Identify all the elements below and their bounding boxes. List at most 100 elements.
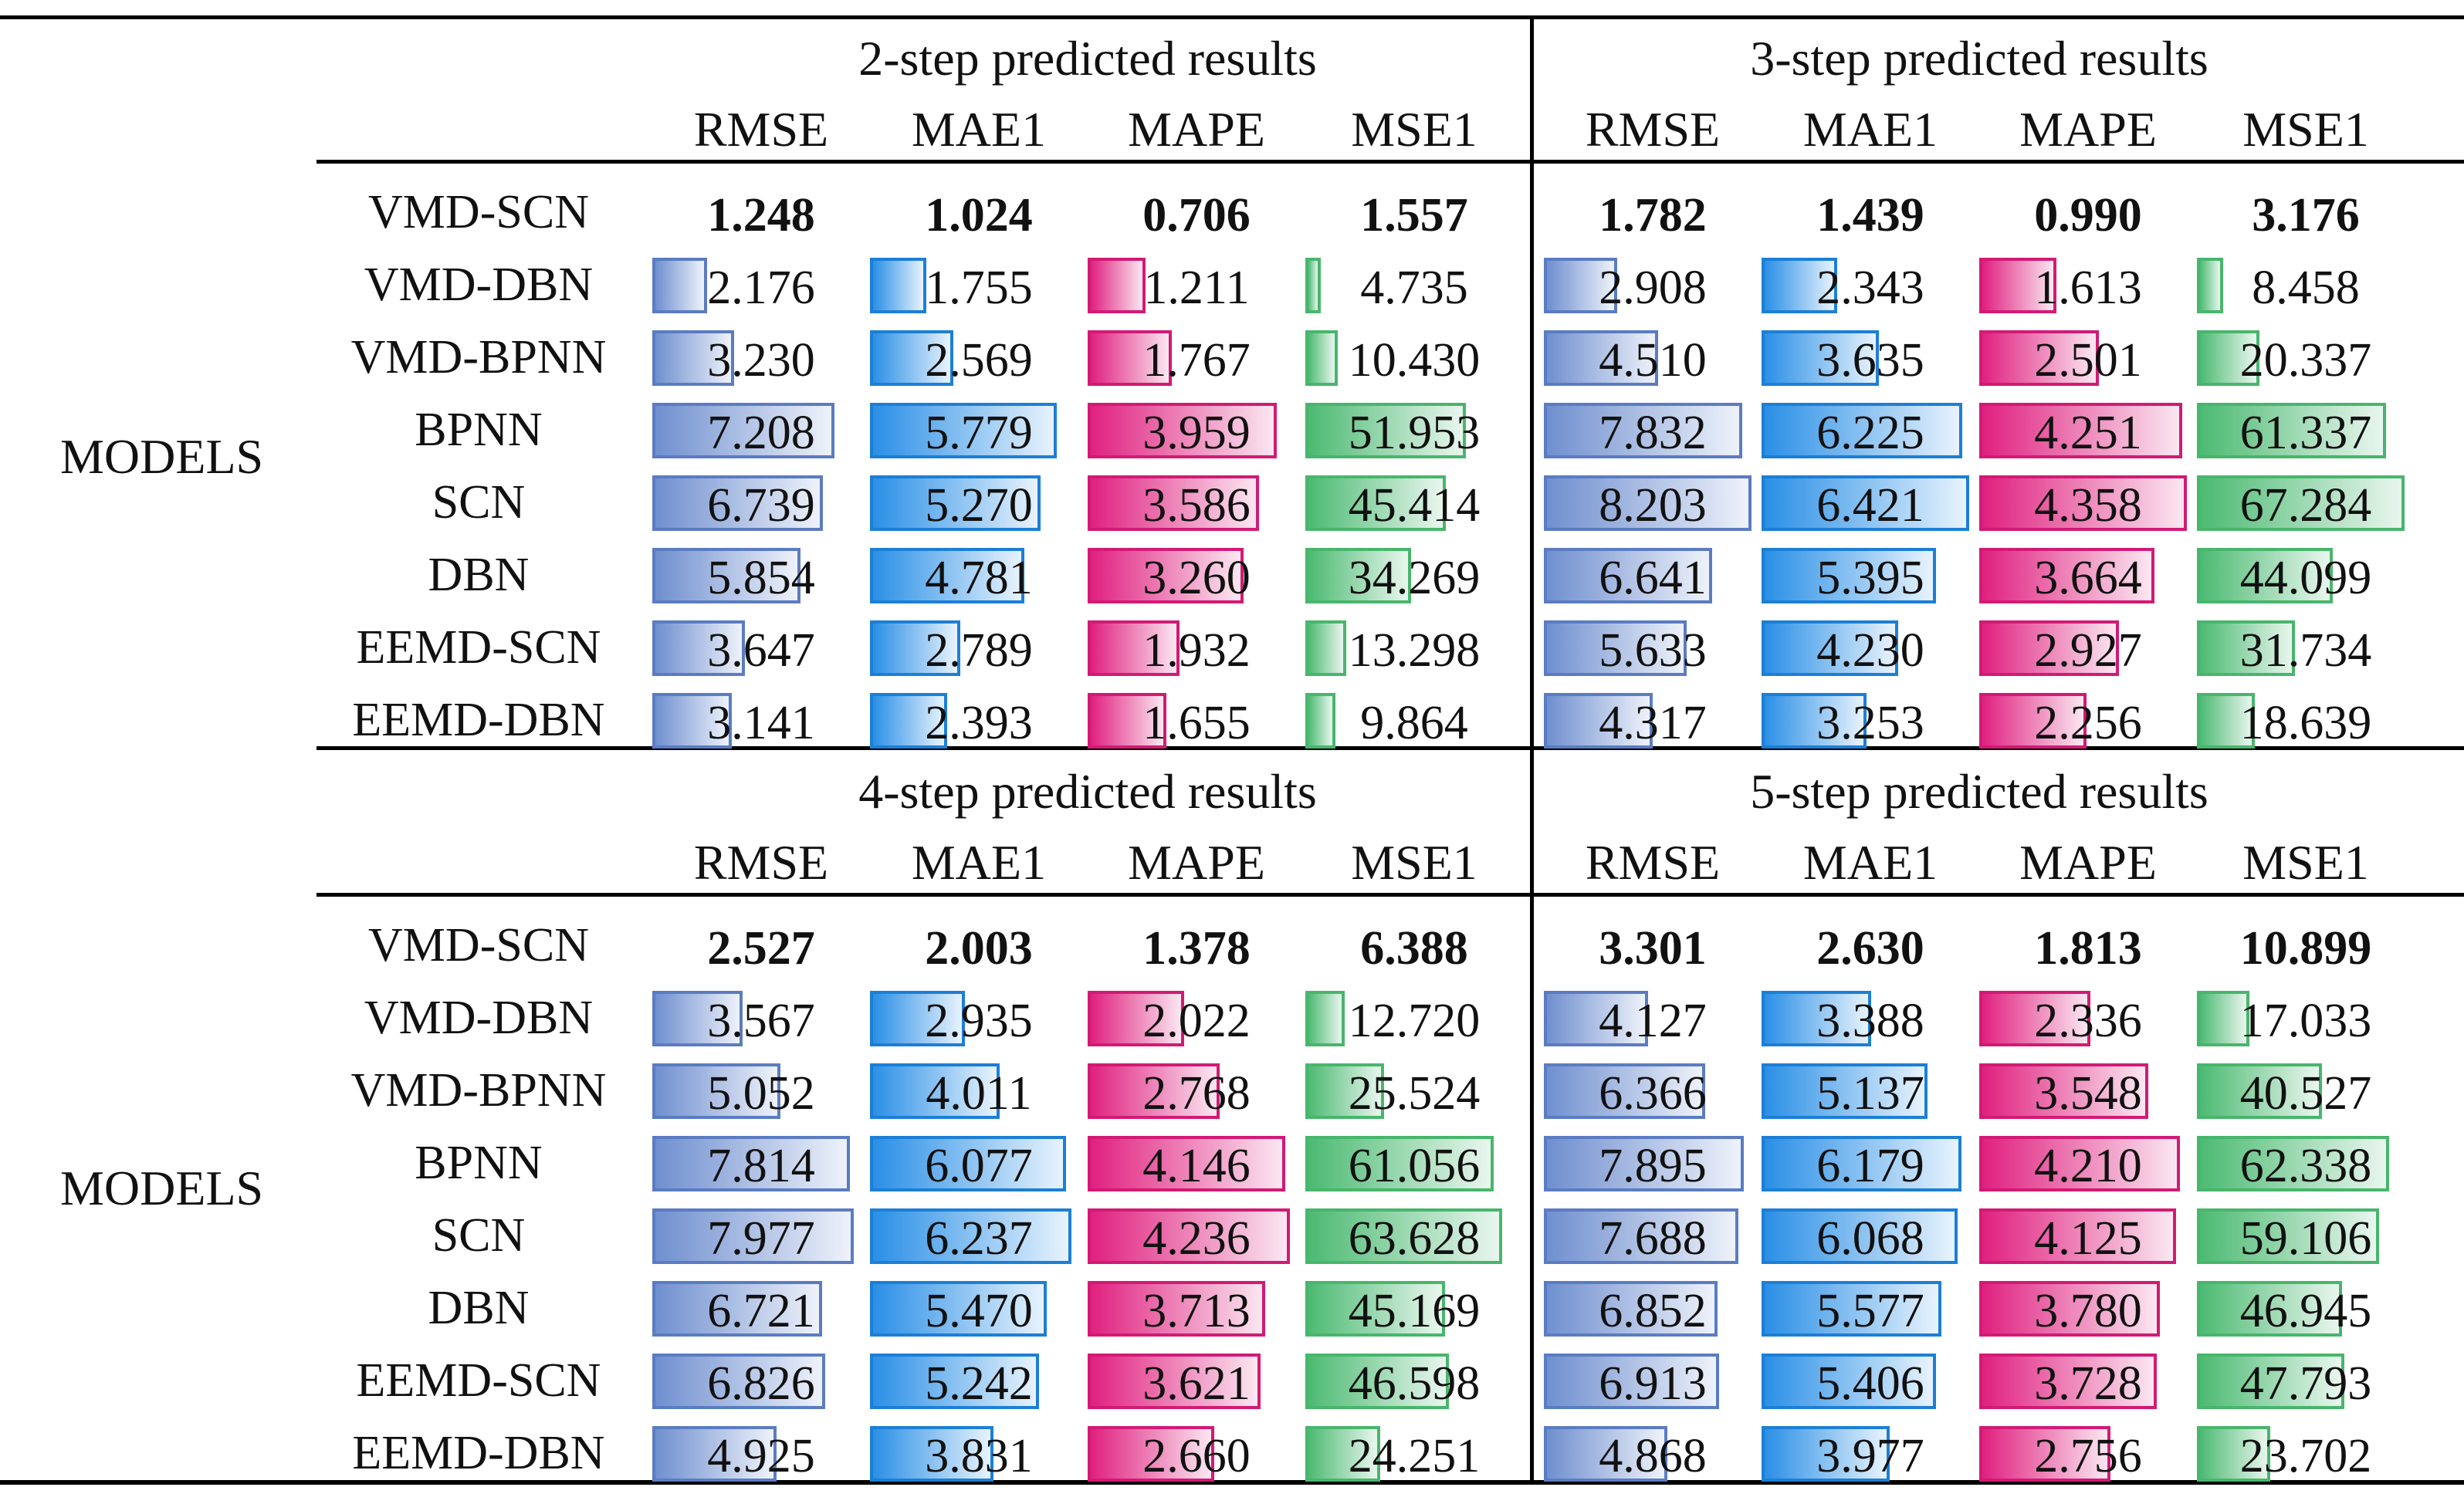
panel-title: 3-step predicted results	[1750, 31, 2208, 86]
data-bar-mae1	[1762, 548, 1936, 603]
cell-value-mae1: 4.011	[926, 1067, 1032, 1120]
cell-value-rmse: 7.688	[1599, 1212, 1707, 1265]
cell-value-rmse: 7.977	[707, 1212, 815, 1265]
model-name: VMD-BPNN	[350, 1064, 607, 1117]
data-bar-mse1	[2197, 548, 2334, 603]
cell-value-mse1: 45.169	[1348, 1285, 1481, 1337]
model-name: VMD-SCN	[368, 186, 589, 238]
column-header-mse1: MSE1	[2242, 102, 2369, 157]
data-bar-mape	[1088, 258, 1146, 313]
cell-value-mape: 3.959	[1142, 407, 1251, 459]
cell-value-rmse: 6.826	[707, 1357, 815, 1410]
data-bar-mse1	[1305, 1063, 1385, 1119]
data-bar-mse1	[2197, 1281, 2342, 1337]
cell-value-rmse: 5.854	[707, 552, 815, 604]
data-bar-mae1	[870, 1426, 994, 1482]
data-bar-mae1	[1762, 403, 1963, 458]
cell-value-mape: 3.728	[2034, 1357, 2142, 1410]
data-bar-mse1	[1305, 403, 1466, 458]
data-bar-mape	[1979, 1208, 2176, 1264]
column-header-mape: MAPE	[1128, 102, 1265, 157]
cell-value-mse1: 47.793	[2239, 1357, 2372, 1410]
cell-value-mse1: 13.298	[1348, 624, 1481, 677]
cell-value-mape: 2.768	[1142, 1067, 1251, 1120]
data-bar-mae1	[1762, 1426, 1890, 1482]
cell-value-mae1: 3.635	[1816, 334, 1924, 387]
data-bar-mse1	[1305, 258, 1321, 313]
model-name: DBN	[428, 549, 530, 601]
data-bar-mae1	[1762, 475, 1969, 531]
data-bar-rmse	[1544, 1426, 1667, 1482]
cell-value-mse1: 63.628	[1348, 1212, 1481, 1265]
cell-value-rmse: 8.203	[1599, 479, 1707, 532]
cell-value-rmse: 5.633	[1599, 624, 1707, 677]
cell-value-mse1: 17.033	[2239, 995, 2372, 1047]
data-bar-rmse	[1544, 991, 1649, 1046]
cell-value-rmse: 7.814	[707, 1140, 815, 1192]
cell-value-mae1: 1.024	[925, 189, 1033, 242]
data-bar-mae1	[870, 548, 1025, 603]
column-header-mse1: MSE1	[1351, 102, 1477, 157]
cell-value-mape: 4.236	[1142, 1212, 1251, 1265]
cell-value-mape: 3.548	[2034, 1067, 2142, 1120]
cell-value-mae1: 6.068	[1816, 1212, 1924, 1265]
cell-value-mae1: 2.935	[925, 995, 1033, 1047]
data-bar-mape	[1979, 1063, 2149, 1119]
cell-value-mse1: 10.430	[1348, 334, 1481, 387]
cell-value-mape: 0.706	[1142, 189, 1251, 242]
data-bar-mape	[1979, 693, 2087, 749]
cell-value-mape: 2.756	[2034, 1430, 2142, 1482]
cell-value-mse1: 9.864	[1360, 697, 1468, 749]
cell-value-rmse: 6.366	[1599, 1067, 1707, 1120]
data-bar-mape	[1979, 1354, 2158, 1409]
data-bar-mape	[1088, 1426, 1215, 1482]
data-bar-mae1	[870, 1208, 1071, 1264]
data-bar-mae1	[870, 1063, 1000, 1119]
column-header-rmse: RMSE	[1585, 835, 1721, 890]
data-bar-mse1	[1305, 1426, 1380, 1482]
data-bar-mse1	[2197, 475, 2405, 531]
cell-value-rmse: 3.647	[707, 624, 815, 677]
cell-value-mse1: 10.899	[2239, 922, 2372, 975]
data-bar-mae1	[870, 330, 953, 386]
data-bar-rmse	[652, 403, 835, 458]
data-bar-mape	[1088, 330, 1173, 386]
data-bar-mae1	[870, 991, 965, 1046]
cell-value-mse1: 6.388	[1360, 922, 1468, 975]
data-bar-mape	[1088, 548, 1244, 603]
panel-title: 5-step predicted results	[1750, 764, 2208, 819]
cell-value-rmse: 6.913	[1599, 1357, 1707, 1410]
cell-value-mae1: 2.393	[925, 697, 1033, 749]
cell-value-rmse: 1.782	[1599, 189, 1707, 242]
data-bar-mse1	[2197, 403, 2387, 458]
cell-value-mae1: 6.225	[1816, 407, 1924, 459]
cell-value-mae1: 6.421	[1816, 479, 1924, 532]
data-bar-mape	[1088, 1136, 1286, 1191]
cell-value-mape: 2.501	[2034, 334, 2142, 387]
column-header-mae1: MAE1	[1802, 102, 1938, 157]
model-name: BPNN	[415, 404, 543, 456]
data-bar-mae1	[1762, 1063, 1928, 1119]
bottom-rule	[0, 1480, 2464, 1485]
cell-value-mae1: 5.577	[1816, 1285, 1924, 1337]
cell-value-mae1: 6.077	[925, 1140, 1033, 1192]
cell-value-mae1: 2.003	[925, 922, 1033, 975]
cell-value-mae1: 5.242	[925, 1357, 1033, 1410]
data-bar-mae1	[1762, 330, 1880, 386]
data-bar-mae1	[870, 403, 1057, 458]
cell-value-mape: 1.655	[1142, 697, 1251, 749]
data-bar-mae1	[870, 475, 1041, 531]
cell-value-mape: 3.713	[1142, 1285, 1251, 1337]
data-bar-rmse	[1544, 548, 1712, 603]
cell-value-mape: 2.927	[2034, 624, 2142, 677]
cell-value-rmse: 2.908	[1599, 262, 1707, 314]
model-name: EEMD-SCN	[356, 621, 601, 674]
cell-value-rmse: 4.925	[707, 1430, 815, 1482]
data-bar-mae1	[1762, 1136, 1961, 1191]
data-bar-mse1	[2197, 1208, 2380, 1264]
cell-value-rmse: 5.052	[707, 1067, 815, 1120]
cell-value-mse1: 1.557	[1360, 189, 1468, 242]
mid-rule	[316, 746, 2464, 750]
cell-value-rmse: 7.832	[1599, 407, 1707, 459]
data-bar-mae1	[1762, 693, 1867, 749]
